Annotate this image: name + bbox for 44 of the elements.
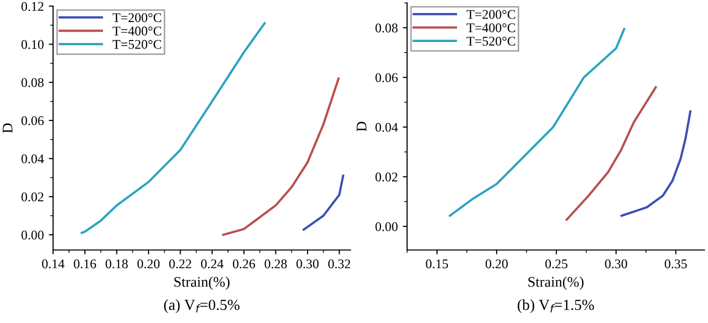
x-tick-label: 0.15 [426,259,448,268]
y-tick-label: 0.08 [375,24,398,33]
y-tick-label: 0.02 [21,192,44,202]
x-tick-label: 0.18 [106,259,128,268]
line-series [302,174,344,231]
line-series [80,22,266,234]
y-tick-label: 0.04 [375,122,398,132]
line-series [566,86,657,221]
x-tick-label: 0.32 [328,259,350,268]
text: (a) V$_{f}$=0.5% [164,299,240,314]
x-tick-label: 0.30 [605,259,628,268]
x-tick-label: 0.24 [201,259,224,268]
legend-label: T=520°C [466,36,516,46]
y-tick-label: 0.06 [21,116,44,126]
y-tick-label: 0.02 [375,172,398,182]
y-tick-label: 0.10 [21,40,44,50]
line-series [620,110,692,217]
x-tick-label: 0.35 [664,259,687,268]
line-series [222,77,340,236]
x-tick-label: 0.26 [232,259,256,268]
y-tick-label: 0.12 [21,2,44,11]
legend-label: T=520°C [112,40,162,49]
y-tick-label: 0.06 [375,73,398,82]
x-tick-label: 0.30 [296,259,319,268]
y-axis-title: D [2,123,12,133]
y-tick-label: 0.08 [21,78,44,88]
legend-label: T=400°C [466,23,516,32]
x-axis-title: Strain(%) [528,276,584,290]
legend-label: T=200°C [112,13,162,22]
x-tick-label: 0.20 [486,259,508,268]
y-tick-label: 0.00 [375,222,398,232]
x-tick-label: 0.16 [74,259,96,268]
x-axis-title: Strain(%) [174,276,230,290]
y-tick-label: 0.04 [21,154,44,164]
legend-label: T=200°C [466,10,516,19]
x-tick-label: 0.22 [169,259,192,268]
x-tick-label: 0.20 [137,259,160,268]
y-axis-title: D [356,122,366,132]
y-tick-label: 0.00 [21,230,44,240]
x-tick-label: 0.14 [42,259,64,268]
text: (b) V$_{f}$=1.5% [518,299,594,314]
x-tick-label: 0.25 [545,259,568,268]
x-tick-label: 0.28 [264,259,287,268]
legend-label: T=400°C [112,26,162,36]
